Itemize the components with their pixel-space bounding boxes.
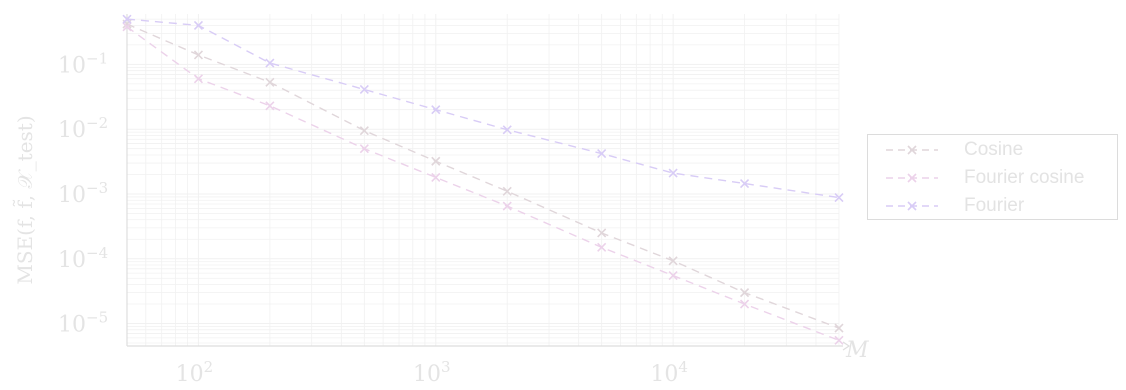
x-axis-label: M: [845, 338, 869, 363]
data-point-marker: [834, 323, 844, 333]
data-point-marker: [668, 271, 678, 281]
data-point-marker: [193, 20, 204, 30]
data-point-marker: [431, 105, 441, 115]
legend-label-cosine: Cosine: [964, 139, 1024, 160]
data-point-marker: [359, 84, 369, 95]
data-point-marker: [431, 156, 441, 166]
data-point-marker: [597, 149, 607, 159]
y-tick-label: 10−2: [58, 114, 108, 143]
data-point-marker: [668, 256, 678, 266]
data-point-marker: [122, 14, 132, 24]
data-point-marker: [502, 201, 512, 211]
legend-item-fourier-cosine: Fourier cosine: [868, 165, 1119, 191]
grid-lines: [126, 14, 840, 346]
y-tick-label: 10−4: [58, 244, 108, 273]
data-point-marker: [597, 242, 607, 252]
x-tick-label: 104: [650, 358, 688, 386]
legend: Cosine Fourier cosine Fourier: [867, 134, 1118, 220]
y-axis-label: MSE(f, f̃, 𝒳_test): [13, 115, 37, 284]
data-point-marker: [431, 172, 441, 183]
data-point-marker: [193, 50, 204, 60]
legend-label-fourier-cosine: Fourier cosine: [964, 167, 1085, 188]
legend-symbol-fourier-cosine: [886, 173, 938, 183]
data-point-marker: [668, 168, 678, 178]
series-1: [122, 22, 844, 345]
data-point-marker: [739, 178, 750, 189]
x-tick-label: 103: [413, 358, 451, 386]
data-point-marker: [193, 74, 204, 84]
series-2: [122, 14, 844, 203]
data-point-marker: [739, 288, 750, 298]
legend-item-cosine: Cosine: [868, 137, 1119, 163]
legend-symbol-fourier: [886, 201, 938, 211]
x-axis-arrow: [842, 341, 851, 351]
series-line: [126, 23, 840, 329]
data-point-marker: [359, 144, 369, 154]
series-0: [122, 19, 844, 333]
x-tick-label: 102: [176, 358, 214, 386]
series-layer: [122, 14, 844, 345]
y-tick-label: 10−5: [58, 309, 108, 338]
data-point-marker: [265, 77, 275, 87]
axes: [126, 14, 851, 351]
data-point-marker: [502, 125, 512, 135]
data-point-marker: [502, 186, 512, 196]
data-point-marker: [597, 228, 607, 238]
y-tick-label: 10−1: [58, 49, 108, 78]
tick-labels: 102 103 104 10−1 10−2 10−3 10−4 10−5 M MSE(f, f̃,…: [13, 49, 869, 387]
legend-label-fourier: Fourier: [964, 195, 1025, 216]
data-point-marker: [359, 126, 369, 136]
data-point-marker: [265, 58, 275, 68]
data-point-marker: [834, 193, 844, 203]
data-point-marker: [265, 101, 275, 111]
data-point-marker: [739, 299, 750, 309]
data-point-marker: [834, 335, 844, 345]
legend-item-fourier: Fourier: [868, 193, 1119, 219]
series-line: [126, 26, 840, 342]
series-line: [126, 18, 840, 199]
y-tick-label: 10−3: [58, 179, 108, 208]
data-point-marker: [122, 22, 132, 32]
legend-symbol-cosine: [886, 145, 938, 155]
